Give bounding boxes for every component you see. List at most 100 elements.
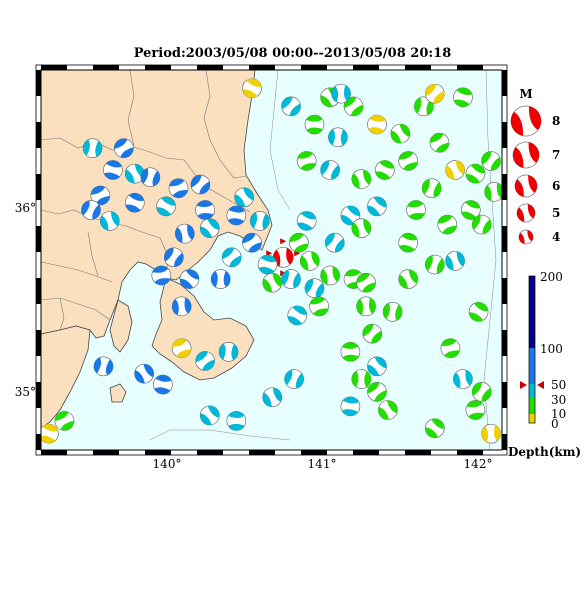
- frame-tick-bottom: [197, 450, 223, 455]
- frame-tick-top: [93, 65, 119, 70]
- depth-tick-0: 0: [551, 417, 559, 431]
- event-beachball: [468, 302, 489, 322]
- event-beachball: [465, 163, 486, 184]
- event-beachball: [453, 369, 473, 389]
- magnitude-legend: M 8 7 6 5 4: [510, 87, 560, 245]
- event-beachball: [190, 174, 211, 195]
- lat-tick-35: 35°: [15, 385, 36, 399]
- magnitude-legend-label: 6: [552, 179, 560, 193]
- event-beachball: [367, 356, 387, 377]
- depth-tick-100: 100: [540, 342, 563, 356]
- event-beachball: [343, 96, 364, 117]
- frame-tick-right: [502, 70, 507, 96]
- frame-tick-left: [36, 122, 41, 148]
- event-beachball: [460, 200, 481, 220]
- frame-tick-bottom: [93, 450, 119, 455]
- magnitude-legend-ball: [512, 141, 540, 169]
- lat-tick-36: 36°: [15, 201, 36, 215]
- lon-tick-141: 141°: [308, 457, 337, 471]
- event-beachball: [221, 247, 242, 268]
- lat-axis-labels: 36° 35°: [15, 201, 36, 399]
- frame-tick-top: [457, 65, 483, 70]
- event-beachball: [398, 232, 419, 253]
- lon-tick-140: 140°: [153, 457, 182, 471]
- frame-tick-top: [145, 65, 171, 70]
- event-beachball: [199, 218, 220, 238]
- event-beachball: [304, 278, 325, 298]
- lon-axis-labels: 140° 141° 142°: [153, 457, 493, 471]
- land-oshima: [109, 383, 127, 403]
- event-beachball: [471, 382, 492, 402]
- frame-tick-top: [249, 65, 275, 70]
- event-beachball: [374, 160, 395, 180]
- frame-tick-bottom: [405, 450, 431, 455]
- depth-bar-frame: [528, 275, 536, 424]
- event-beachball: [320, 160, 340, 180]
- event-beachball: [425, 254, 445, 275]
- land-layer: [41, 70, 273, 429]
- event-beachball: [453, 87, 473, 108]
- event-beachball: [421, 178, 442, 198]
- frame-tick-right: [502, 174, 507, 200]
- event-beachball: [340, 205, 361, 226]
- event-beachball: [425, 418, 445, 438]
- event-beachball: [195, 351, 215, 371]
- event-beachball: [367, 196, 387, 217]
- event-beachball: [429, 132, 450, 153]
- event-beachball: [414, 96, 434, 117]
- event-beachball: [471, 214, 492, 235]
- depth-bar-deep: [529, 276, 535, 348]
- map-title: Period:2003/05/08 00:00--2013/05/08 20:1…: [133, 46, 452, 61]
- event-beachball: [93, 356, 114, 377]
- event-beachball: [356, 296, 376, 317]
- event-beachball: [425, 83, 445, 104]
- event-beachball: [164, 247, 184, 268]
- event-beachball: [406, 200, 426, 220]
- magnitude-legend-label: 8: [552, 114, 560, 128]
- event-beachball: [362, 323, 383, 344]
- depth-bar-shallow: [529, 414, 535, 423]
- event-beachball: [226, 205, 247, 226]
- land-izu: [41, 325, 91, 429]
- main-event-marker: [280, 238, 287, 245]
- event-beachball: [356, 272, 376, 293]
- event-beachball: [156, 196, 176, 217]
- depth-tick-10: 10: [551, 407, 566, 421]
- event-beachball: [367, 114, 387, 135]
- frame-tick-top: [405, 65, 431, 70]
- frame-tick-left: [36, 174, 41, 200]
- frame-tick-right: [502, 226, 507, 252]
- magnitude-legend-ball: [518, 229, 534, 245]
- event-beachball: [257, 254, 278, 275]
- event-beachball: [281, 269, 301, 289]
- magnitude-legend-ball: [516, 203, 536, 223]
- frame-ticks: [35, 64, 508, 456]
- event-beachball: [328, 127, 348, 148]
- magnitude-legend-label: 5: [552, 206, 560, 220]
- frame-tick-right: [502, 382, 507, 408]
- event-beachball: [54, 411, 75, 431]
- event-beachball: [351, 169, 372, 189]
- event-beachball: [390, 123, 411, 144]
- event-beachball: [234, 187, 254, 208]
- land-kanto: [41, 70, 273, 339]
- frame-tick-left: [36, 382, 41, 408]
- event-beachball: [281, 96, 301, 117]
- frame-outer: [35, 64, 508, 456]
- frame-tick-left: [36, 434, 41, 450]
- event-beachball: [242, 232, 262, 253]
- event-beachball: [41, 423, 59, 444]
- frame-tick-bottom: [41, 450, 67, 455]
- event-beachball: [296, 211, 317, 231]
- frame-tick-bottom: [457, 450, 483, 455]
- event-beachball: [324, 232, 345, 253]
- depth-bar-green: [529, 398, 535, 414]
- event-beachball: [140, 167, 161, 188]
- event-beachball: [249, 211, 270, 231]
- event-beachball: [378, 400, 398, 420]
- frame-tick-left: [36, 278, 41, 304]
- frame-tick-bottom: [301, 450, 327, 455]
- event-beachball: [210, 269, 231, 289]
- event-beachball: [171, 338, 192, 358]
- event-beachball: [99, 211, 120, 231]
